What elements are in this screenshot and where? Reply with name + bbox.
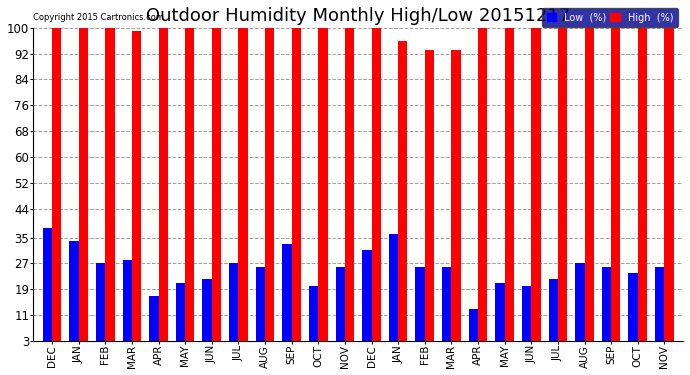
Bar <box>655 267 664 351</box>
Bar <box>575 263 584 351</box>
Title: Outdoor Humidity Monthly High/Low 20151217: Outdoor Humidity Monthly High/Low 201512… <box>146 7 571 25</box>
Bar <box>256 267 265 351</box>
Bar <box>389 234 398 351</box>
Text: Copyright 2015 Cartronics.com: Copyright 2015 Cartronics.com <box>33 13 164 22</box>
Bar <box>43 228 52 351</box>
Bar <box>176 283 185 351</box>
Bar <box>202 279 212 351</box>
Bar <box>292 28 301 351</box>
Legend: Low  (%), High  (%): Low (%), High (%) <box>542 8 678 27</box>
Bar <box>282 244 292 351</box>
Bar <box>602 267 611 351</box>
Bar <box>504 28 514 351</box>
Bar <box>238 28 248 351</box>
Bar <box>584 28 594 351</box>
Bar <box>309 286 318 351</box>
Bar <box>212 28 221 351</box>
Bar <box>132 31 141 351</box>
Bar <box>611 28 620 351</box>
Bar <box>398 41 408 351</box>
Bar <box>79 28 88 351</box>
Bar <box>664 28 673 351</box>
Bar <box>495 283 504 351</box>
Bar <box>96 263 106 351</box>
Bar <box>362 251 371 351</box>
Bar <box>335 267 345 351</box>
Bar <box>318 28 328 351</box>
Bar <box>345 28 354 351</box>
Bar <box>558 28 567 351</box>
Bar <box>425 51 434 351</box>
Bar <box>451 51 461 351</box>
Bar <box>522 286 531 351</box>
Bar <box>478 28 487 351</box>
Bar <box>69 241 79 351</box>
Bar <box>638 28 647 351</box>
Bar <box>106 28 115 351</box>
Bar <box>123 260 132 351</box>
Bar <box>531 28 540 351</box>
Bar <box>469 309 478 351</box>
Bar <box>549 279 558 351</box>
Bar <box>149 296 159 351</box>
Bar <box>185 28 195 351</box>
Bar <box>629 273 638 351</box>
Bar <box>415 267 425 351</box>
Bar <box>265 28 275 351</box>
Bar <box>159 28 168 351</box>
Bar <box>229 263 238 351</box>
Bar <box>52 28 61 351</box>
Bar <box>442 267 451 351</box>
Bar <box>371 28 381 351</box>
